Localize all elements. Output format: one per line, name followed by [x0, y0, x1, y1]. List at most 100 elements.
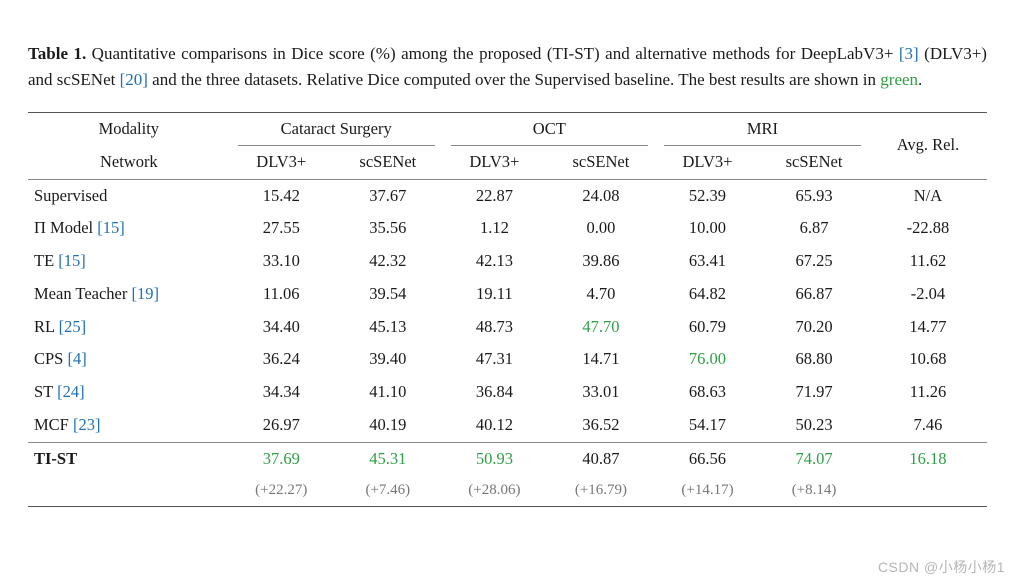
method-cell: TI-ST: [28, 442, 230, 475]
value-cell: 40.87: [546, 442, 656, 475]
value-cell: 36.84: [443, 376, 546, 409]
method-cell: ST [24]: [28, 376, 230, 409]
value-cell: 4.70: [546, 278, 656, 311]
table-caption: Table 1. Quantitative comparisons in Dic…: [28, 41, 987, 92]
value-cell: 34.34: [230, 376, 333, 409]
value-cell: 33.10: [230, 245, 333, 278]
value-cell: 14.71: [546, 343, 656, 376]
watermark: CSDN @小杨小杨1: [878, 557, 1005, 578]
value-cell: 39.86: [546, 245, 656, 278]
subcol-0: DLV3+: [230, 146, 333, 179]
avg-cell: 11.62: [869, 245, 987, 278]
value-cell: 39.40: [333, 343, 443, 376]
our-method-row: TI-ST37.6945.3150.9340.8766.5674.0716.18: [28, 442, 987, 475]
delta-cell: (+8.14): [759, 475, 869, 506]
method-cell: TE [15]: [28, 245, 230, 278]
value-cell: 42.13: [443, 245, 546, 278]
delta-cell: (+28.06): [443, 475, 546, 506]
value-cell: 40.19: [333, 409, 443, 442]
method-name: Supervised: [34, 186, 107, 205]
header-group-mri: MRI: [656, 113, 869, 146]
value-cell: 27.55: [230, 212, 333, 245]
value-cell: 63.41: [656, 245, 759, 278]
value-cell: 40.12: [443, 409, 546, 442]
table-row: ST [24]34.3441.1036.8433.0168.6371.9711.…: [28, 376, 987, 409]
value-cell: 10.00: [656, 212, 759, 245]
method-cell: Π Model [15]: [28, 212, 230, 245]
value-cell: 24.08: [546, 179, 656, 212]
subcol-2: DLV3+: [443, 146, 546, 179]
value-cell: 15.42: [230, 179, 333, 212]
value-cell: 71.97: [759, 376, 869, 409]
value-cell: 11.06: [230, 278, 333, 311]
table-row: MCF [23]26.9740.1940.1236.5254.1750.237.…: [28, 409, 987, 442]
value-cell: 22.87: [443, 179, 546, 212]
table-row: RL [25]34.4045.1348.7347.7060.7970.2014.…: [28, 311, 987, 344]
value-cell: 45.31: [333, 442, 443, 475]
citation-3: [3]: [899, 44, 919, 63]
method-name: Π Model: [34, 218, 97, 237]
header-group-cataract: Cataract Surgery: [230, 113, 443, 146]
table-row: TE [15]33.1042.3242.1339.8663.4167.2511.…: [28, 245, 987, 278]
value-cell: 68.80: [759, 343, 869, 376]
table-row: CPS [4]36.2439.4047.3114.7176.0068.8010.…: [28, 343, 987, 376]
header-avg-rel: Avg. Rel.: [869, 113, 987, 180]
table-row: Supervised15.4237.6722.8724.0852.3965.93…: [28, 179, 987, 212]
table-label: Table 1.: [28, 44, 86, 63]
method-cell: Supervised: [28, 179, 230, 212]
method-cell: RL [25]: [28, 311, 230, 344]
delta-cell: (+7.46): [333, 475, 443, 506]
caption-tail: .: [918, 70, 922, 89]
value-cell: 64.82: [656, 278, 759, 311]
subcol-5: scSENet: [759, 146, 869, 179]
avg-cell: 11.26: [869, 376, 987, 409]
value-cell: 1.12: [443, 212, 546, 245]
method-name: CPS: [34, 349, 67, 368]
delta-cell: (+14.17): [656, 475, 759, 506]
value-cell: 54.17: [656, 409, 759, 442]
value-cell: 76.00: [656, 343, 759, 376]
value-cell: 65.93: [759, 179, 869, 212]
value-cell: 50.23: [759, 409, 869, 442]
method-name: Mean Teacher: [34, 284, 132, 303]
value-cell: 19.11: [443, 278, 546, 311]
citation-20: [20]: [120, 70, 148, 89]
value-cell: 6.87: [759, 212, 869, 245]
value-cell: 26.97: [230, 409, 333, 442]
method-citation: [15]: [58, 251, 86, 270]
method-citation: [24]: [57, 382, 85, 401]
method-cell: CPS [4]: [28, 343, 230, 376]
caption-green-word: green: [880, 70, 918, 89]
value-cell: 33.01: [546, 376, 656, 409]
value-cell: 37.69: [230, 442, 333, 475]
header-modality: Modality: [28, 113, 230, 146]
method-citation: [23]: [73, 415, 101, 434]
value-cell: 70.20: [759, 311, 869, 344]
method-cell: Mean Teacher [19]: [28, 278, 230, 311]
delta-cell: (+16.79): [546, 475, 656, 506]
table-row: Mean Teacher [19]11.0639.5419.114.7064.8…: [28, 278, 987, 311]
method-citation: [15]: [97, 218, 125, 237]
value-cell: 74.07: [759, 442, 869, 475]
value-cell: 0.00: [546, 212, 656, 245]
empty-cell: [28, 475, 230, 506]
subcol-4: DLV3+: [656, 146, 759, 179]
value-cell: 47.70: [546, 311, 656, 344]
value-cell: 48.73: [443, 311, 546, 344]
avg-cell: -2.04: [869, 278, 987, 311]
avg-cell: 16.18: [869, 442, 987, 475]
avg-cell: 7.46: [869, 409, 987, 442]
method-name: TE: [34, 251, 58, 270]
value-cell: 52.39: [656, 179, 759, 212]
value-cell: 66.56: [656, 442, 759, 475]
value-cell: 39.54: [333, 278, 443, 311]
caption-part-3: and the three datasets. Relative Dice co…: [148, 70, 880, 89]
avg-cell: 10.68: [869, 343, 987, 376]
delta-row: (+22.27)(+7.46)(+28.06)(+16.79)(+14.17)(…: [28, 475, 987, 506]
method-name: RL: [34, 317, 59, 336]
value-cell: 34.40: [230, 311, 333, 344]
avg-cell: N/A: [869, 179, 987, 212]
delta-cell: (+22.27): [230, 475, 333, 506]
method-citation: [19]: [132, 284, 160, 303]
caption-part-1: Quantitative comparisons in Dice score (…: [86, 44, 899, 63]
